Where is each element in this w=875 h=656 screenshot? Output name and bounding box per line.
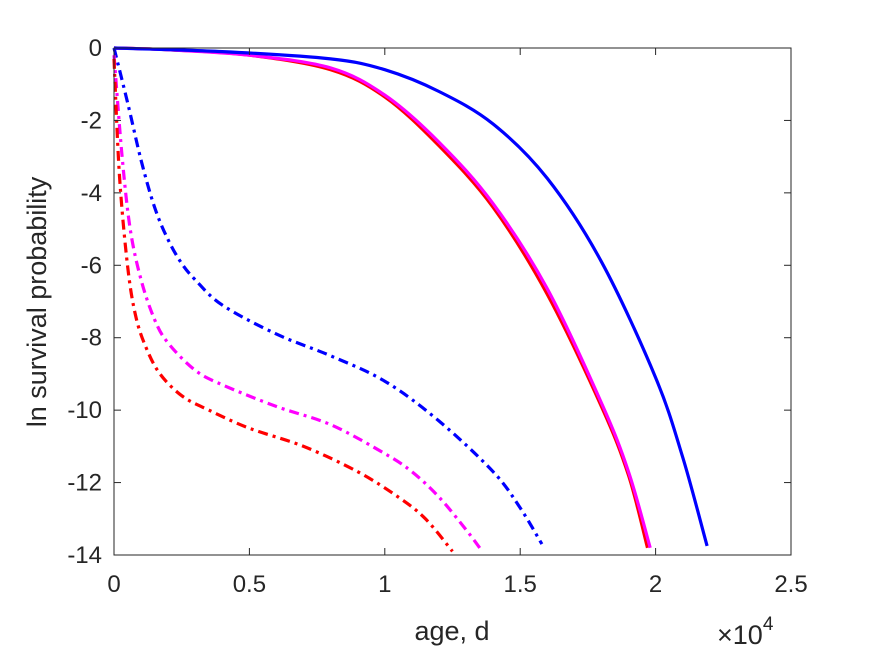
y-tick-label: -8 [81, 325, 102, 352]
x-tick-label: 2 [649, 571, 662, 598]
series-line-3 [112, 47, 544, 545]
x-exponent-base: ×10 [717, 620, 763, 650]
series-line-5 [112, 58, 454, 553]
y-tick-label: -14 [67, 542, 102, 569]
y-tick-label: -12 [67, 470, 102, 497]
y-axis-ticks: 0 -2 -4 -6 -8 -10 -12 -14 [67, 35, 791, 569]
y-tick-label: -2 [81, 107, 102, 134]
y-tick-label: -6 [81, 252, 102, 279]
x-axis-label: age, d [414, 616, 489, 646]
x-tick-label: 1.5 [504, 571, 537, 598]
plot-frame [113, 47, 792, 556]
x-tick-label: 0 [107, 571, 120, 598]
y-axis-label: ln survival probability [22, 176, 52, 427]
x-axis-exponent: ×104 [717, 614, 774, 650]
y-tick-label: -10 [67, 397, 102, 424]
series-line-2 [113, 46, 709, 547]
x-tick-label: 0.5 [233, 571, 266, 598]
x-axis-ticks: 0 0.5 1 1.5 2 2.5 [107, 48, 808, 598]
x-tick-label: 2.5 [774, 571, 807, 598]
y-tick-label: 0 [89, 35, 102, 62]
x-tick-label: 1 [378, 571, 391, 598]
series-line-4 [112, 55, 484, 553]
plot-curves [112, 46, 709, 553]
y-tick-label: -4 [81, 180, 102, 207]
x-exponent-power: 4 [763, 614, 774, 635]
